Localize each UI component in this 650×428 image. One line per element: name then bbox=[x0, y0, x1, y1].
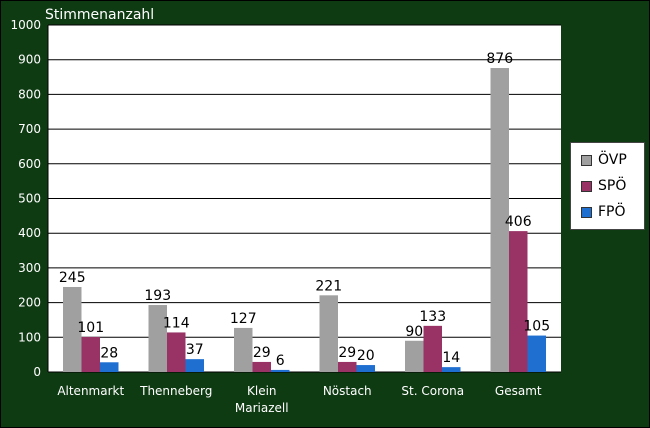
y-tick-label: 400 bbox=[18, 226, 41, 240]
bar bbox=[185, 359, 204, 372]
y-tick-label: 100 bbox=[18, 330, 41, 344]
y-tick-label: 200 bbox=[18, 296, 41, 310]
bar bbox=[509, 231, 528, 372]
bar bbox=[271, 369, 290, 372]
legend-swatch bbox=[581, 206, 592, 218]
data-label: 28 bbox=[100, 345, 118, 361]
bar bbox=[423, 325, 442, 372]
y-tick-label: 600 bbox=[18, 157, 41, 171]
data-label: 105 bbox=[523, 319, 550, 335]
data-label: 6 bbox=[276, 353, 285, 369]
y-tick-label: 500 bbox=[18, 192, 41, 206]
y-tick-label: 800 bbox=[18, 87, 41, 101]
x-tick-label: Gesamt bbox=[495, 384, 542, 398]
y-axis-label: Stimmenanzahl bbox=[45, 7, 155, 23]
data-label: 14 bbox=[442, 350, 460, 366]
y-tick-label: 300 bbox=[18, 261, 41, 275]
data-label: 29 bbox=[253, 345, 271, 361]
bar bbox=[100, 362, 119, 372]
x-tick-label: Altenmarkt bbox=[57, 384, 124, 398]
bar bbox=[234, 327, 253, 372]
bar bbox=[252, 361, 271, 372]
data-label: 90 bbox=[405, 324, 423, 340]
data-label: 20 bbox=[357, 348, 375, 364]
bar bbox=[527, 335, 546, 372]
data-label: 114 bbox=[163, 315, 190, 331]
y-tick-label: 700 bbox=[18, 122, 41, 136]
legend-swatch bbox=[581, 154, 592, 166]
bar bbox=[356, 365, 375, 372]
bar bbox=[81, 336, 100, 372]
legend-item: FPÖ bbox=[581, 203, 626, 221]
legend-label: FPÖ bbox=[598, 204, 626, 220]
bar bbox=[338, 361, 357, 372]
legend-label: ÖVP bbox=[598, 152, 627, 168]
y-tick-label: 1000 bbox=[10, 18, 41, 32]
data-label: 29 bbox=[338, 345, 356, 361]
x-tick-label: St. Corona bbox=[401, 384, 464, 398]
data-label: 876 bbox=[486, 51, 513, 67]
data-label: 245 bbox=[59, 270, 86, 286]
data-label: 221 bbox=[315, 278, 342, 294]
bar bbox=[167, 332, 186, 372]
data-label: 133 bbox=[419, 309, 446, 325]
y-tick-label: 0 bbox=[33, 365, 41, 379]
bar bbox=[442, 367, 461, 372]
bar bbox=[148, 305, 167, 372]
x-tick-label: Thenneberg bbox=[139, 384, 212, 398]
bar bbox=[319, 295, 338, 372]
legend-label: SPÖ bbox=[598, 178, 627, 194]
bar bbox=[490, 68, 509, 372]
legend-item: SPÖ bbox=[581, 177, 626, 195]
x-tick-label: Klein bbox=[247, 384, 277, 398]
data-label: 37 bbox=[186, 342, 204, 358]
legend: ÖVP SPÖ FPÖ bbox=[570, 142, 645, 230]
data-label: 406 bbox=[505, 214, 532, 230]
legend-item: ÖVP bbox=[581, 151, 627, 169]
data-label: 101 bbox=[77, 320, 104, 336]
data-label: 193 bbox=[144, 288, 171, 304]
legend-swatch bbox=[581, 180, 592, 192]
x-tick-label: Nöstach bbox=[323, 384, 372, 398]
bar bbox=[405, 340, 424, 372]
bar bbox=[63, 286, 82, 372]
data-label: 127 bbox=[230, 311, 257, 327]
y-tick-label: 900 bbox=[18, 53, 41, 67]
x-tick-label: Mariazell bbox=[235, 401, 289, 415]
